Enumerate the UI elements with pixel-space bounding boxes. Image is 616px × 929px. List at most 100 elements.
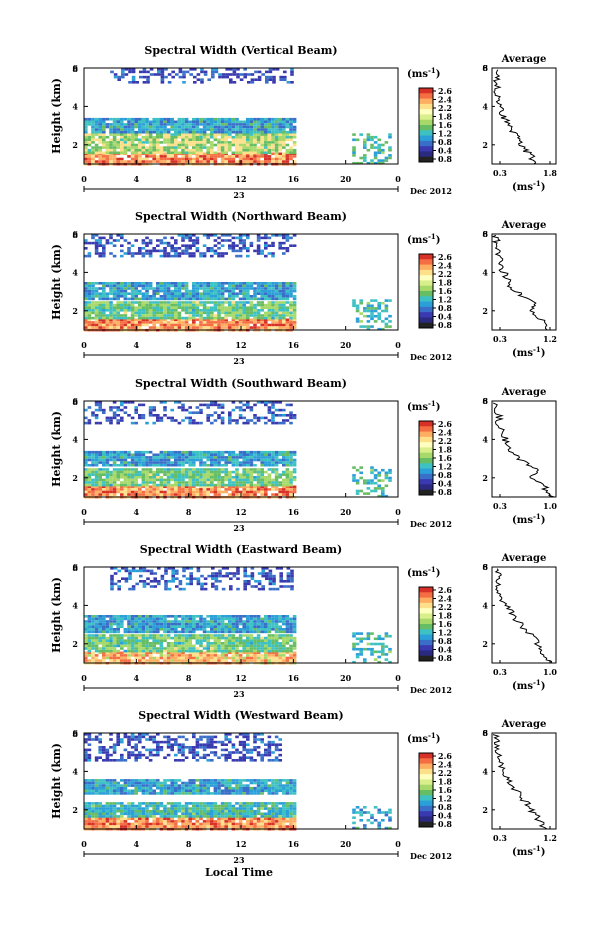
- heatmap-cell: [181, 146, 185, 149]
- heatmap-cell: [217, 453, 221, 457]
- heatmap-cell: [87, 450, 92, 454]
- heatmap-cell: [184, 321, 189, 324]
- heatmap-cell: [159, 490, 164, 494]
- heatmap-cell: [282, 160, 286, 163]
- heatmap-cell: [188, 456, 192, 459]
- heatmap-cell: [388, 479, 392, 482]
- heatmap-cell: [267, 148, 272, 152]
- heatmap-cell: [231, 141, 236, 144]
- y-tick-label: 8: [72, 397, 78, 407]
- heatmap-cell: [366, 314, 371, 318]
- heatmap-cell: [246, 318, 250, 322]
- heatmap-cell: [373, 476, 378, 480]
- heatmap-cell: [228, 416, 232, 420]
- heatmap-cell: [224, 642, 228, 645]
- heatmap-cell: [206, 403, 210, 407]
- heatmap-cell: [228, 634, 232, 637]
- heatmap-cell: [181, 656, 185, 660]
- heatmap-cell: [249, 468, 254, 471]
- heatmap-cell: [274, 615, 279, 618]
- heatmap-cell: [249, 649, 254, 653]
- heatmap-cell: [256, 416, 261, 420]
- heatmap-cell: [292, 120, 297, 124]
- heatmap-cell: [213, 636, 218, 640]
- heatmap-cell: [384, 317, 389, 321]
- heatmap-cell: [195, 292, 200, 295]
- x-tick-label: 0: [395, 340, 401, 350]
- heatmap-cell: [274, 481, 279, 484]
- heatmap-cell: [224, 326, 228, 329]
- heatmap-cell: [239, 73, 244, 76]
- heatmap-cell: [159, 636, 164, 640]
- heatmap-cell: [285, 138, 290, 142]
- heatmap-cell: [366, 307, 371, 310]
- heatmap-cell: [123, 148, 128, 152]
- heatmap-cell: [87, 309, 92, 312]
- heatmap-cell: [249, 461, 254, 464]
- heatmap-cell: [264, 125, 268, 129]
- heatmap-cell: [267, 128, 272, 131]
- heatmap-cell: [128, 68, 132, 71]
- heatmap-cell: [267, 125, 272, 129]
- heatmap-cell: [177, 247, 182, 250]
- heatmap-cell: [260, 130, 264, 134]
- heatmap-cell: [220, 647, 225, 650]
- colorbar-swatch: [419, 254, 433, 260]
- heatmap-cell: [289, 133, 293, 136]
- heatmap-cell: [355, 492, 360, 495]
- heatmap-cell: [195, 450, 200, 454]
- heatmap-cell: [256, 419, 261, 422]
- heatmap-cell: [256, 239, 261, 242]
- heatmap-cell: [188, 625, 192, 628]
- heatmap-cell: [98, 406, 102, 409]
- heatmap-cell: [246, 461, 250, 464]
- heatmap-cell: [267, 316, 272, 320]
- heatmap-cell: [285, 125, 290, 129]
- heatmap-cell: [199, 287, 203, 290]
- heatmap-cell: [98, 295, 102, 298]
- heatmap-cell: [217, 476, 221, 479]
- heatmap-cell: [130, 476, 135, 479]
- heatmap-cell: [256, 148, 261, 152]
- heatmap-cell: [199, 659, 203, 662]
- heatmap-cell: [289, 301, 293, 304]
- heatmap-cell: [224, 488, 228, 491]
- heatmap-cell: [98, 468, 102, 471]
- heatmap-cell: [202, 625, 207, 628]
- heatmap-cell: [112, 157, 117, 161]
- heatmap-cell: [206, 478, 210, 482]
- heatmap-cell: [130, 470, 135, 474]
- heatmap-cell: [87, 133, 92, 136]
- heatmap-cell: [292, 306, 297, 309]
- heatmap-cell: [242, 244, 246, 247]
- heatmap-cell: [246, 309, 250, 312]
- heatmap-cell: [174, 659, 178, 662]
- heatmap-cell: [170, 247, 174, 250]
- heatmap-cell: [282, 414, 286, 417]
- heatmap-cell: [366, 320, 371, 323]
- heatmap-cell: [267, 141, 272, 144]
- heatmap-cell: [87, 284, 92, 288]
- heatmap-cell: [174, 249, 178, 253]
- heatmap-cell: [220, 458, 225, 462]
- heatmap-cell: [231, 463, 236, 467]
- heatmap-cell: [228, 133, 232, 136]
- heatmap-cell: [213, 493, 218, 496]
- heatmap-cell: [355, 161, 360, 165]
- heatmap-cell: [249, 151, 254, 155]
- heatmap-cell: [188, 642, 192, 645]
- heatmap-cell: [246, 421, 250, 425]
- heatmap-cell: [94, 117, 99, 121]
- heatmap-cell: [138, 130, 142, 134]
- heatmap-cell: [292, 323, 297, 327]
- heatmap-cell: [174, 311, 178, 315]
- heatmap-cell: [109, 284, 113, 288]
- heatmap-cell: [102, 649, 106, 653]
- heatmap-cell: [120, 289, 124, 293]
- heatmap-cell: [98, 254, 102, 258]
- heatmap-cell: [373, 468, 378, 472]
- heatmap-cell: [84, 416, 88, 420]
- heatmap-cell: [116, 316, 120, 320]
- heatmap-cell: [166, 297, 171, 301]
- heatmap-cell: [282, 295, 286, 298]
